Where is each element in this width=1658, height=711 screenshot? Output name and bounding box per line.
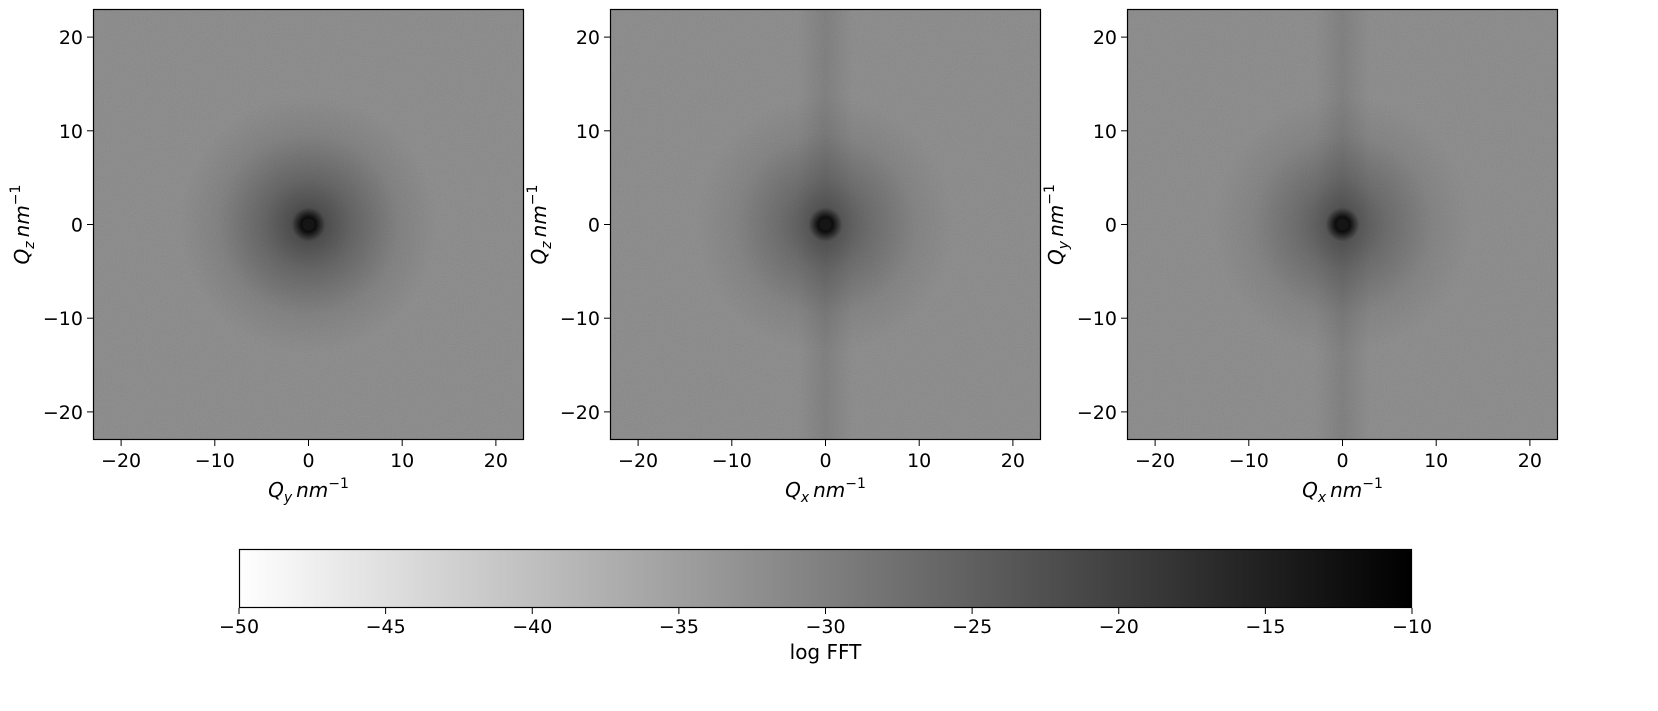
y-tick-label: −10 — [43, 308, 83, 330]
central-peak-core — [302, 218, 315, 231]
x-tick-label: 10 — [390, 450, 414, 472]
heatmap-image — [610, 9, 1041, 440]
central-peak-core — [1336, 218, 1349, 231]
colorbar-frame — [238, 548, 1413, 609]
x-tick-label: −20 — [101, 450, 141, 472]
x-tick-label: 20 — [1518, 450, 1542, 472]
colorbar-tick-label: −20 — [1099, 616, 1139, 638]
x-tick-label: −10 — [1229, 450, 1269, 472]
colorbar-tick-label: −45 — [366, 616, 406, 638]
colorbar-tick-label: −40 — [512, 616, 552, 638]
axes-frame — [609, 8, 1042, 441]
y-tick-label: 0 — [71, 215, 83, 237]
colorbar-tick-label: −10 — [1392, 616, 1432, 638]
x-tick-label: 10 — [1424, 450, 1448, 472]
colorbar-tick-label: −35 — [659, 616, 699, 638]
colorbar-tick-label: −25 — [952, 616, 992, 638]
panel-3: −20 −10 0 10 20 −20 −10 0 10 20 Qx nm−1 Qynm−1 — [1042, 8, 1559, 506]
y-tick-label: 20 — [59, 27, 83, 49]
y-tick-label: 10 — [59, 121, 83, 143]
y-tick-label: −10 — [1077, 308, 1117, 330]
colorbar-gradient — [239, 549, 1412, 608]
panels-layer: −20 −10 0 10 20 −20 −10 0 10 20 Qy nm−1 Qznm−1 −20 −10… — [8, 8, 1559, 506]
x-tick-label: −10 — [195, 450, 235, 472]
x-axis-label: Qx nm−1 — [785, 476, 866, 506]
y-tick-label: 10 — [576, 121, 600, 143]
x-tick-label: 0 — [819, 450, 831, 472]
panel-2: −20 −10 0 10 20 −20 −10 0 10 20 Qx nm−1 Qznm−1 — [525, 8, 1042, 506]
x-axis-label: Qy nm−1 — [268, 476, 349, 506]
y-tick-label: −10 — [560, 308, 600, 330]
axes-frame — [1126, 8, 1559, 441]
heatmap-image — [93, 9, 524, 440]
y-axis-label: Qznm−1 — [525, 185, 555, 265]
colorbar: −50 −45 −40 −35 −30 −25 −20 −15 −10 log FFT — [219, 548, 1432, 664]
y-tick-label: 0 — [588, 215, 600, 237]
y-axis-label: Qynm−1 — [1042, 184, 1072, 265]
x-axis-label: Qx nm−1 — [1302, 476, 1383, 506]
y-tick-label: 10 — [1093, 121, 1117, 143]
central-peak-core — [819, 218, 832, 231]
y-tick-label: −20 — [1077, 402, 1117, 424]
y-axis-label: Qznm−1 — [8, 185, 38, 265]
panel-1: −20 −10 0 10 20 −20 −10 0 10 20 Qy nm−1 Qznm−1 — [8, 8, 525, 506]
colorbar-tick-label: −30 — [805, 616, 845, 638]
heatmap-image — [1127, 9, 1558, 440]
y-tick-label: 0 — [1105, 215, 1117, 237]
y-tick-label: 20 — [576, 27, 600, 49]
axes-frame — [92, 8, 525, 441]
y-tick-label: 20 — [1093, 27, 1117, 49]
x-tick-label: 20 — [1001, 450, 1025, 472]
x-tick-label: 0 — [1336, 450, 1348, 472]
colorbar-tick-label: −15 — [1245, 616, 1285, 638]
x-tick-label: 10 — [907, 450, 931, 472]
x-tick-label: −10 — [712, 450, 752, 472]
colorbar-label: log FFT — [790, 640, 863, 664]
colorbar-tick-label: −50 — [219, 616, 259, 638]
x-tick-label: 20 — [484, 450, 508, 472]
y-tick-label: −20 — [560, 402, 600, 424]
x-tick-label: −20 — [1135, 450, 1175, 472]
x-tick-label: −20 — [618, 450, 658, 472]
x-tick-label: 0 — [302, 450, 314, 472]
y-tick-label: −20 — [43, 402, 83, 424]
